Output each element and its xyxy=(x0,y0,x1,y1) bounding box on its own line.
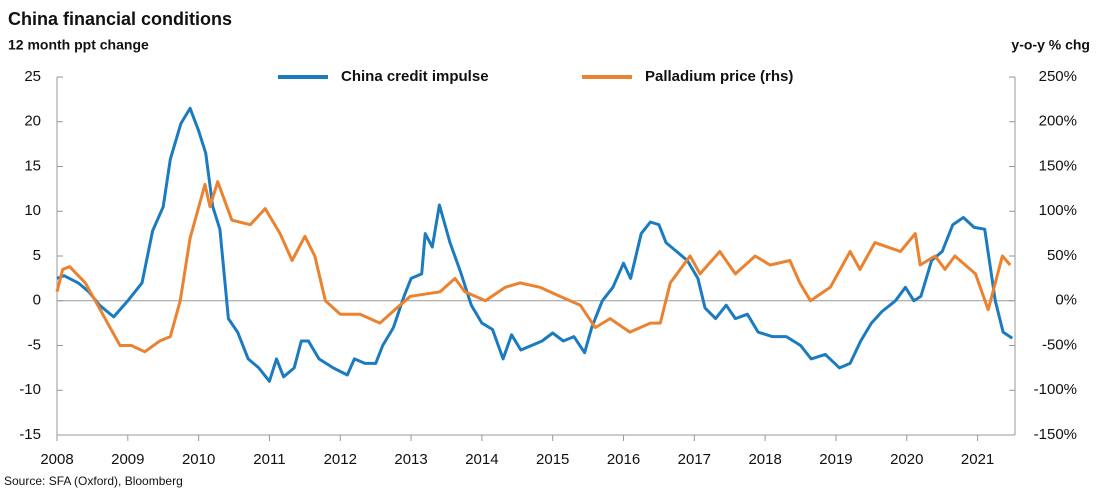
x-tick-label: 2012 xyxy=(324,451,357,468)
y-tick-label: 5 xyxy=(33,247,41,264)
y-tick-label: 20 xyxy=(24,113,41,130)
y-tick-label: 0 xyxy=(33,292,41,309)
y-axis-label: 12 month ppt change xyxy=(8,37,149,53)
series-line xyxy=(55,180,1012,354)
x-tick-label: 2010 xyxy=(182,451,215,468)
y2-tick-label: -100% xyxy=(1034,381,1077,398)
x-tick-label: 2018 xyxy=(748,451,781,468)
legend-label: China credit impulse xyxy=(341,68,489,85)
y-tick-label: -5 xyxy=(28,336,41,353)
x-tick-label: 2019 xyxy=(819,451,852,468)
x-tick-label: 2014 xyxy=(465,451,498,468)
legend-label: Palladium price (rhs) xyxy=(645,68,793,85)
y2-tick-label: 250% xyxy=(1039,68,1077,85)
source: Source: SFA (Oxford), Bloomberg xyxy=(4,474,183,488)
y-tick-label: 25 xyxy=(24,68,41,85)
y2-tick-label: 150% xyxy=(1039,157,1077,174)
x-tick-label: 2008 xyxy=(40,451,73,468)
x-tick-label: 2013 xyxy=(394,451,427,468)
x-tick-label: 2009 xyxy=(111,451,144,468)
y2-axis-label: y-o-y % chg xyxy=(1011,37,1090,53)
x-tick-label: 2021 xyxy=(961,451,994,468)
y2-tick-label: 200% xyxy=(1039,113,1077,130)
y-tick-label: 15 xyxy=(24,157,41,174)
y-tick-label: -15 xyxy=(19,426,41,443)
y2-tick-label: -150% xyxy=(1034,426,1077,443)
x-tick-label: 2017 xyxy=(678,451,711,468)
series-line xyxy=(56,106,1014,383)
x-tick-label: 2015 xyxy=(536,451,569,468)
y2-tick-label: 0% xyxy=(1055,292,1077,309)
y2-tick-label: 50% xyxy=(1047,247,1077,264)
y2-tick-label: -50% xyxy=(1042,336,1077,353)
y-tick-label: 10 xyxy=(24,202,41,219)
x-tick-label: 2011 xyxy=(253,451,285,468)
chart-title: China financial conditions xyxy=(8,9,232,29)
y-tick-label: -10 xyxy=(19,381,41,398)
x-tick-label: 2016 xyxy=(607,451,640,468)
x-tick-label: 2020 xyxy=(890,451,923,468)
y2-tick-label: 100% xyxy=(1039,202,1077,219)
